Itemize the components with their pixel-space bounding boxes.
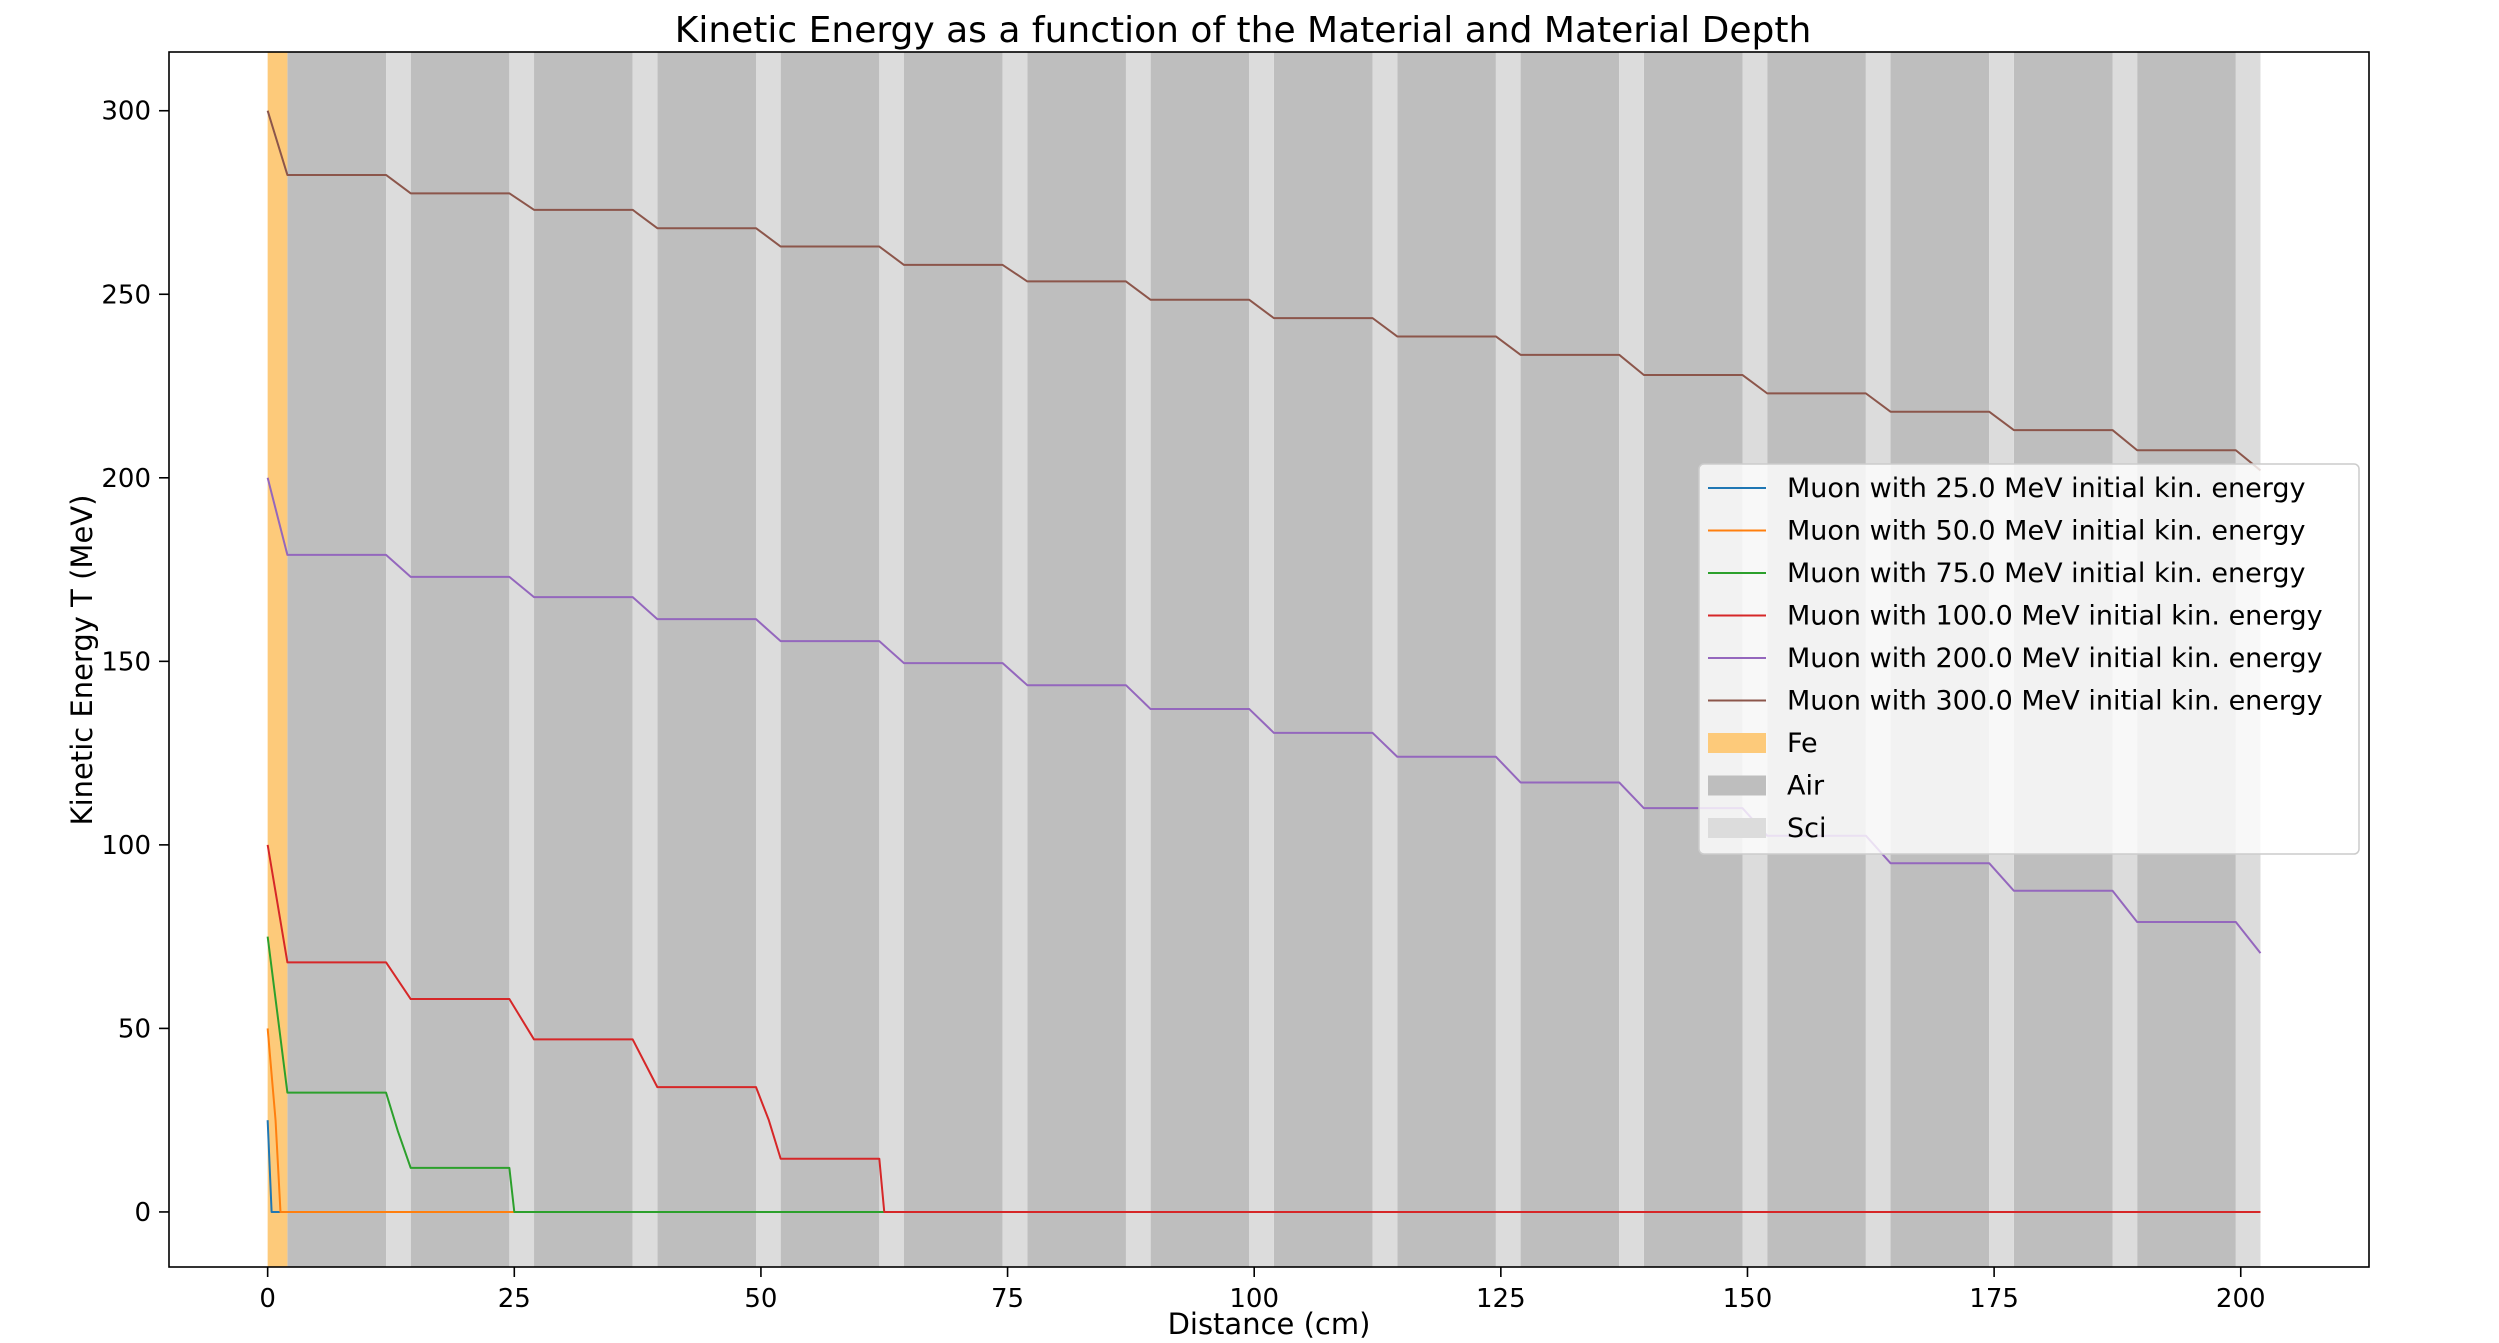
legend-label: Muon with 50.0 MeV initial kin. energy — [1787, 516, 2305, 547]
air-region-3 — [534, 52, 633, 1267]
air-region-6 — [903, 52, 1003, 1267]
air-region-9 — [1273, 52, 1373, 1267]
series-line-3 — [266, 936, 2261, 1213]
air-region-10 — [1397, 52, 1496, 1267]
sci-region-6 — [1002, 52, 1028, 1267]
x-tick-label: 200 — [2216, 1284, 2266, 1314]
series-line-6 — [266, 110, 2262, 472]
y-tick-label: 100 — [101, 831, 151, 861]
chart-title: Kinetic Energy as a function of the Mate… — [675, 10, 1812, 51]
air-region-4 — [657, 52, 756, 1267]
legend-box — [1698, 463, 2360, 855]
sci-region-3 — [632, 52, 658, 1267]
fe-region-1 — [267, 52, 288, 1267]
air-region-8 — [1150, 52, 1250, 1267]
legend-label: Muon with 100.0 MeV initial kin. energy — [1787, 601, 2323, 632]
legend-label: Sci — [1787, 813, 1827, 844]
legend-patch-swatch — [1708, 818, 1766, 838]
x-tick-label: 25 — [498, 1284, 531, 1314]
x-tick-label: 125 — [1476, 1284, 1526, 1314]
legend-label: Muon with 25.0 MeV initial kin. energy — [1787, 473, 2305, 504]
sci-region-4 — [755, 52, 781, 1267]
legend-label: Muon with 200.0 MeV initial kin. energy — [1787, 643, 2323, 674]
air-region-1 — [287, 52, 387, 1267]
air-region-2 — [410, 52, 510, 1267]
y-tick-label: 150 — [101, 647, 151, 677]
material-regions — [267, 52, 2261, 1267]
axis-ticks: 0 25 50 75 100 125 150 175 200 0 50 100 150 200 250 300 — [101, 97, 2265, 1314]
air-region-7 — [1027, 52, 1126, 1267]
legend-label: Muon with 75.0 MeV initial kin. energy — [1787, 558, 2305, 589]
sci-region-2 — [509, 52, 535, 1267]
y-tick-label: 250 — [101, 280, 151, 310]
x-tick-label: 75 — [991, 1284, 1024, 1314]
series-line-5 — [266, 477, 2262, 954]
legend-patch-swatch — [1708, 733, 1766, 753]
x-tick-label: 175 — [1969, 1284, 2019, 1314]
y-tick-label: 200 — [101, 464, 151, 494]
y-axis-label: Kinetic Energy T (MeV) — [65, 495, 99, 826]
legend-label: Air — [1787, 771, 1825, 802]
sci-region-9 — [1372, 52, 1398, 1267]
x-tick-label: 100 — [1229, 1284, 1279, 1314]
x-tick-label: 0 — [259, 1284, 276, 1314]
legend: Muon with 25.0 MeV initial kin. energy Mu… — [1698, 463, 2360, 855]
y-tick-label: 50 — [118, 1014, 151, 1044]
x-tick-label: 50 — [744, 1284, 777, 1314]
air-region-11 — [1520, 52, 1620, 1267]
plot-frame — [168, 51, 2370, 1268]
y-tick-label: 0 — [134, 1198, 151, 1228]
x-axis-label: Distance (cm) — [1168, 1307, 1371, 1341]
sci-region-11 — [1619, 52, 1644, 1267]
legend-label: Muon with 300.0 MeV initial kin. energy — [1787, 686, 2323, 717]
air-region-5 — [780, 52, 880, 1267]
sci-region-10 — [1495, 52, 1521, 1267]
sci-region-8 — [1249, 52, 1274, 1267]
sci-region-1 — [386, 52, 411, 1267]
data-series — [266, 110, 2262, 1213]
x-tick-label: 150 — [1723, 1284, 1773, 1314]
legend-label: Fe — [1787, 728, 1818, 759]
sci-region-7 — [1125, 52, 1151, 1267]
series-line-4 — [266, 844, 2261, 1213]
legend-patch-swatch — [1708, 775, 1766, 796]
y-tick-label: 300 — [101, 97, 151, 127]
